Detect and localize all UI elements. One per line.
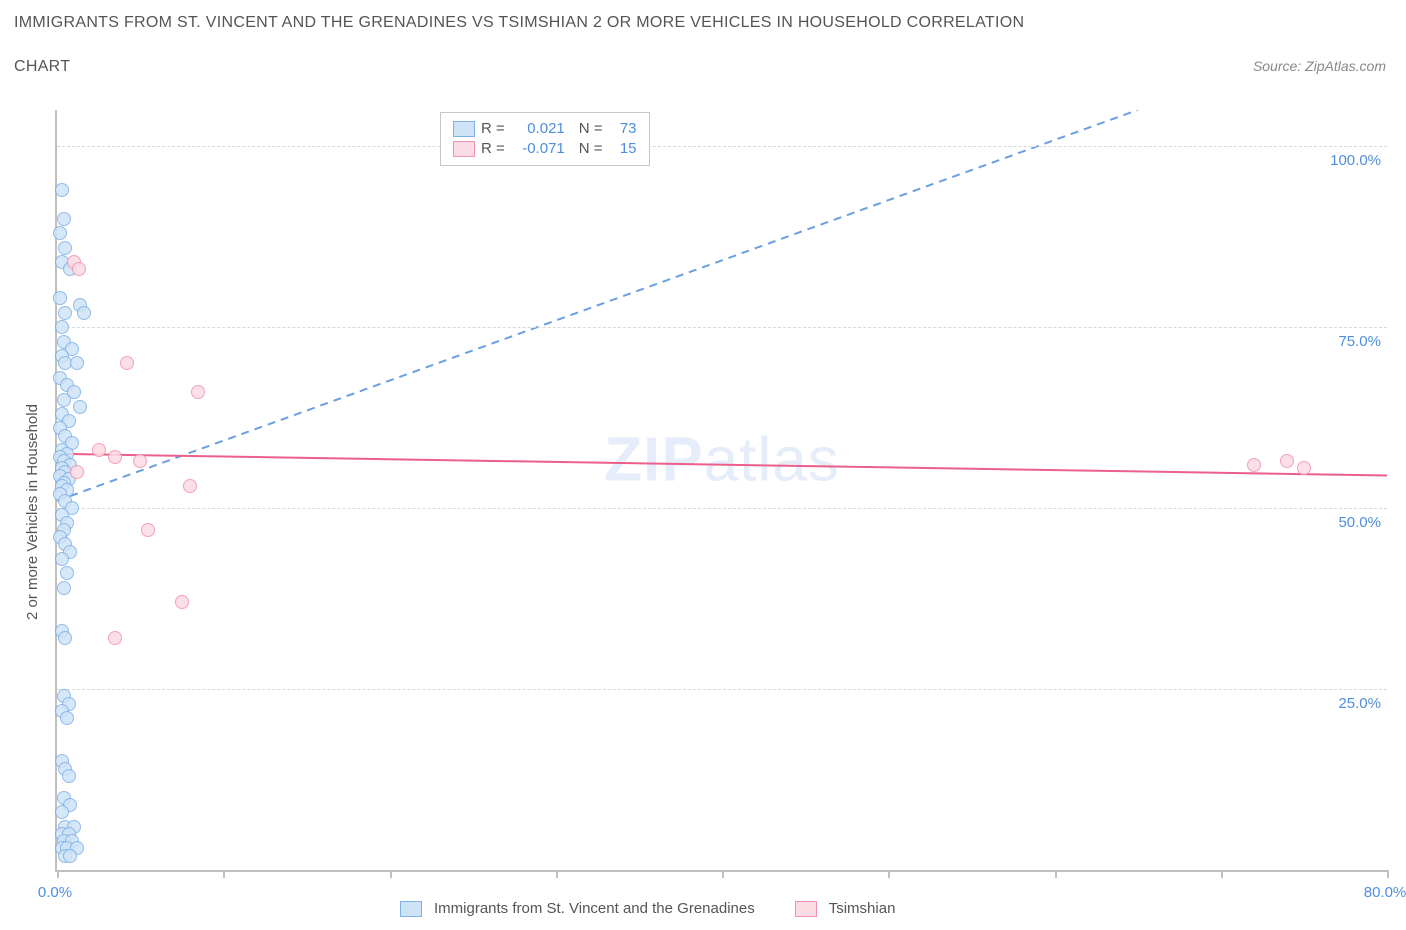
x-tick: [722, 870, 724, 878]
watermark-bold: ZIP: [604, 425, 703, 494]
legend-swatch: [400, 901, 422, 917]
n-label: N =: [579, 139, 603, 159]
y-tick-label: 50.0%: [1325, 514, 1381, 531]
scatter-point: [92, 443, 106, 457]
scatter-point: [55, 183, 69, 197]
scatter-point: [57, 212, 71, 226]
correlation-legend-row: R = -0.071 N = 15: [453, 139, 637, 159]
chart-title-line2: CHART: [14, 58, 70, 76]
scatter-point: [55, 320, 69, 334]
scatter-point: [1247, 458, 1261, 472]
x-tick: [1221, 870, 1223, 878]
x-tick: [57, 870, 59, 878]
y-tick-label: 25.0%: [1325, 695, 1381, 712]
legend-label: Tsimshian: [829, 900, 896, 917]
scatter-point: [55, 805, 69, 819]
y-axis-label: 2 or more Vehicles in Household: [24, 404, 41, 620]
legend-label: Immigrants from St. Vincent and the Gren…: [434, 900, 755, 917]
scatter-point: [70, 356, 84, 370]
scatter-point: [55, 552, 69, 566]
n-value: 15: [609, 139, 637, 159]
scatter-point: [62, 769, 76, 783]
r-label: R =: [481, 139, 505, 159]
x-tick: [390, 870, 392, 878]
scatter-point: [77, 306, 91, 320]
x-tick: [888, 870, 890, 878]
r-value: 0.021: [511, 119, 565, 139]
scatter-point: [1297, 461, 1311, 475]
regression-line: [57, 110, 1138, 501]
scatter-point: [108, 631, 122, 645]
scatter-point: [63, 849, 77, 863]
chart-container: { "title_line1":"IMMIGRANTS FROM ST. VIN…: [0, 0, 1406, 930]
scatter-point: [183, 479, 197, 493]
y-tick-label: 100.0%: [1325, 152, 1381, 169]
x-tick-label: 0.0%: [38, 884, 72, 901]
source-attribution: Source: ZipAtlas.com: [1253, 58, 1386, 74]
scatter-point: [60, 711, 74, 725]
gridline: [57, 689, 1387, 690]
scatter-point: [133, 454, 147, 468]
regression-line: [57, 454, 1387, 476]
gridline: [57, 327, 1387, 328]
x-tick-label: 80.0%: [1364, 884, 1406, 901]
regression-lines-layer: [57, 110, 1387, 870]
scatter-point: [1280, 454, 1294, 468]
scatter-point: [73, 400, 87, 414]
correlation-legend-row: R = 0.021 N = 73: [453, 119, 637, 139]
gridline: [57, 146, 1387, 147]
x-tick: [556, 870, 558, 878]
scatter-point: [191, 385, 205, 399]
legend-swatch: [795, 901, 817, 917]
r-label: R =: [481, 119, 505, 139]
scatter-point: [141, 523, 155, 537]
legend-swatch: [453, 141, 475, 157]
scatter-point: [58, 241, 72, 255]
series-legend: Immigrants from St. Vincent and the Gren…: [400, 900, 923, 917]
scatter-point: [70, 465, 84, 479]
watermark-thin: atlas: [704, 425, 840, 494]
scatter-point: [175, 595, 189, 609]
scatter-point: [58, 631, 72, 645]
r-value: -0.071: [511, 139, 565, 159]
legend-swatch: [453, 121, 475, 137]
x-tick: [1387, 870, 1389, 878]
scatter-point: [108, 450, 122, 464]
scatter-point: [53, 291, 67, 305]
x-tick: [1055, 870, 1057, 878]
scatter-point: [60, 566, 74, 580]
scatter-point: [72, 262, 86, 276]
scatter-point: [57, 581, 71, 595]
gridline: [57, 508, 1387, 509]
scatter-plot-area: ZIPatlas: [55, 110, 1387, 872]
n-label: N =: [579, 119, 603, 139]
chart-title-line1: IMMIGRANTS FROM ST. VINCENT AND THE GREN…: [14, 14, 1024, 32]
y-tick-label: 75.0%: [1325, 333, 1381, 350]
n-value: 73: [609, 119, 637, 139]
watermark: ZIPatlas: [604, 424, 839, 495]
x-tick: [223, 870, 225, 878]
scatter-point: [58, 306, 72, 320]
scatter-point: [57, 393, 71, 407]
scatter-point: [120, 356, 134, 370]
scatter-point: [53, 226, 67, 240]
correlation-legend: R = 0.021 N = 73 R = -0.071 N = 15: [440, 112, 650, 166]
